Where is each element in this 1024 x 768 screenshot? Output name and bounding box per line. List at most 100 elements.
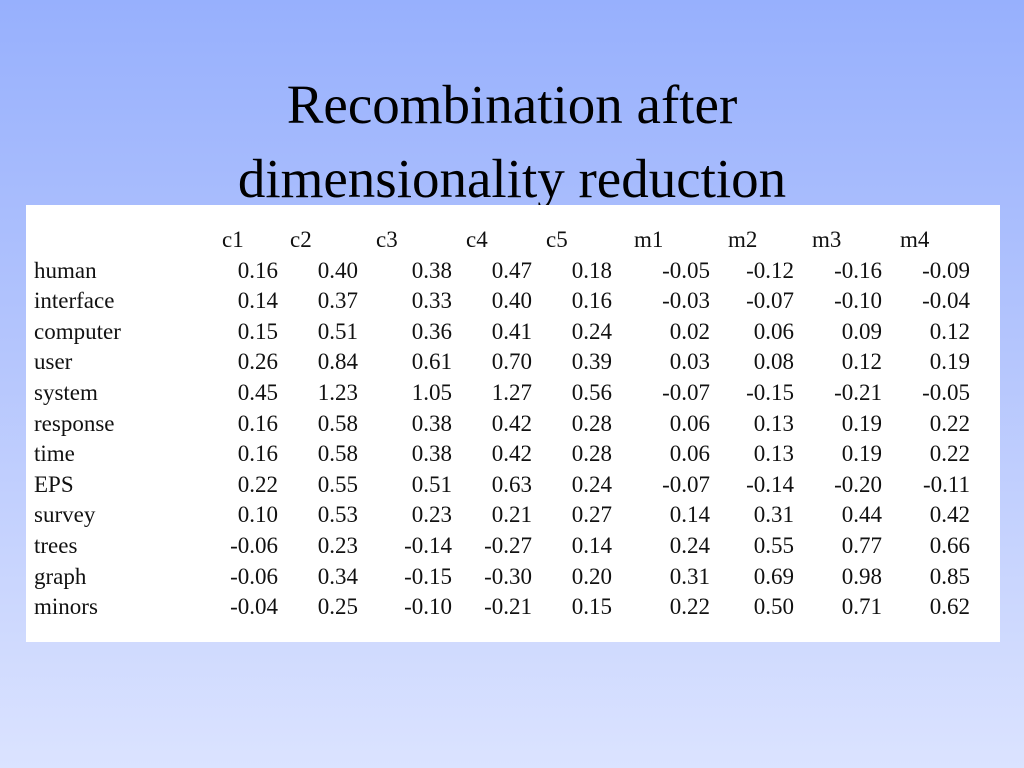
table-cell: 0.13 bbox=[753, 441, 794, 467]
table-cell: 0.23 bbox=[317, 532, 358, 558]
row-label: response bbox=[34, 410, 115, 436]
table-cell: 0.45 bbox=[237, 379, 278, 405]
table-cell: -0.30 bbox=[484, 563, 532, 589]
table-body: human 0.16 0.40 0.38 0.47 0.18 -0.05 -0.12 -0.16… bbox=[34, 256, 970, 623]
term-document-matrix-table: c1 c2 c3 c4 c5 m1 m2 m3 m4 human 0.16 0.40… bbox=[34, 225, 970, 623]
table-row: computer 0.15 0.51 0.36 0.41 0.24 0.02 0.06 0.09… bbox=[34, 317, 970, 348]
table-cell: 0.22 bbox=[929, 441, 970, 467]
column-header: m3 bbox=[812, 227, 842, 252]
table-cell: -0.05 bbox=[922, 379, 970, 405]
table-cell: 0.25 bbox=[317, 594, 358, 620]
table-cell: 0.21 bbox=[491, 502, 532, 528]
table-cell: -0.16 bbox=[834, 257, 882, 283]
row-label: graph bbox=[34, 563, 87, 589]
table-cell: 0.02 bbox=[669, 318, 710, 344]
table-header-row: c1 c2 c3 c4 c5 m1 m2 m3 m4 bbox=[34, 225, 970, 256]
table-cell: 0.08 bbox=[753, 349, 794, 375]
table-cell: 0.14 bbox=[669, 502, 710, 528]
table-cell: -0.21 bbox=[484, 594, 532, 620]
table-cell: 0.85 bbox=[929, 563, 970, 589]
table-cell: 0.14 bbox=[237, 288, 278, 314]
table-cell: -0.07 bbox=[746, 288, 794, 314]
table-cell: 0.84 bbox=[317, 349, 358, 375]
slide-title-line-1: Recombination after bbox=[286, 74, 738, 135]
table-cell: 0.51 bbox=[317, 318, 358, 344]
table-cell: 0.40 bbox=[491, 288, 532, 314]
table-cell: 0.63 bbox=[491, 471, 532, 497]
table-cell: 0.10 bbox=[237, 502, 278, 528]
table-cell: 0.56 bbox=[571, 379, 612, 405]
row-label: EPS bbox=[34, 471, 74, 497]
table-cell: 0.58 bbox=[317, 410, 358, 436]
table-cell: -0.15 bbox=[404, 563, 452, 589]
table-cell: 0.31 bbox=[753, 502, 794, 528]
table-cell: 0.39 bbox=[571, 349, 612, 375]
row-label: user bbox=[34, 349, 73, 375]
table-cell: -0.05 bbox=[662, 257, 710, 283]
table-cell: 0.12 bbox=[841, 349, 882, 375]
column-header-label bbox=[34, 225, 206, 256]
table-cell: 0.58 bbox=[317, 441, 358, 467]
table-cell: 0.24 bbox=[571, 471, 612, 497]
table-cell: -0.14 bbox=[404, 532, 452, 558]
table-cell: 0.19 bbox=[841, 441, 882, 467]
table-cell: 0.70 bbox=[491, 349, 532, 375]
table-cell: 0.20 bbox=[571, 563, 612, 589]
column-header: c5 bbox=[546, 227, 568, 252]
table-cell: 0.12 bbox=[929, 318, 970, 344]
column-header: c4 bbox=[466, 227, 488, 252]
table-cell: 0.36 bbox=[411, 318, 452, 344]
table-cell: 0.16 bbox=[237, 410, 278, 436]
column-header: m4 bbox=[900, 227, 930, 252]
table-cell: 0.19 bbox=[929, 349, 970, 375]
table-cell: 0.66 bbox=[929, 532, 970, 558]
column-header: c3 bbox=[376, 227, 398, 252]
table-cell: -0.06 bbox=[230, 532, 278, 558]
table-cell: 0.13 bbox=[753, 410, 794, 436]
table-cell: 0.37 bbox=[317, 288, 358, 314]
table-row: interface 0.14 0.37 0.33 0.40 0.16 -0.03 -0.07 -… bbox=[34, 286, 970, 317]
table-cell: 0.41 bbox=[491, 318, 532, 344]
table-cell: -0.07 bbox=[662, 379, 710, 405]
table-row: response 0.16 0.58 0.38 0.42 0.28 0.06 0.13 0.19… bbox=[34, 409, 970, 440]
table-cell: -0.10 bbox=[404, 594, 452, 620]
row-label: trees bbox=[34, 532, 78, 558]
table-cell: 0.77 bbox=[841, 532, 882, 558]
table-row: EPS 0.22 0.55 0.51 0.63 0.24 -0.07 -0.14 -0.20 -0… bbox=[34, 470, 970, 501]
table-cell: 0.18 bbox=[571, 257, 612, 283]
table-cell: 0.15 bbox=[237, 318, 278, 344]
column-header: c2 bbox=[290, 227, 312, 252]
table-cell: 0.51 bbox=[411, 471, 452, 497]
table-row: graph -0.06 0.34 -0.15 -0.30 0.20 0.31 0.69 0.98… bbox=[34, 562, 970, 593]
table-cell: 0.42 bbox=[491, 441, 532, 467]
table-cell: -0.03 bbox=[662, 288, 710, 314]
table-cell: 0.44 bbox=[841, 502, 882, 528]
table-cell: 0.31 bbox=[669, 563, 710, 589]
table-cell: 0.03 bbox=[669, 349, 710, 375]
table-cell: 0.62 bbox=[929, 594, 970, 620]
row-label: survey bbox=[34, 502, 96, 528]
row-label: interface bbox=[34, 288, 115, 314]
row-label: system bbox=[34, 379, 98, 405]
table-cell: 0.16 bbox=[237, 257, 278, 283]
column-header: c1 bbox=[222, 227, 244, 252]
table-cell: 0.16 bbox=[571, 288, 612, 314]
table-cell: 0.27 bbox=[571, 502, 612, 528]
table-cell: 0.42 bbox=[929, 502, 970, 528]
table-row: survey 0.10 0.53 0.23 0.21 0.27 0.14 0.31 0.44 0.… bbox=[34, 500, 970, 531]
table-cell: 0.47 bbox=[491, 257, 532, 283]
table-panel: c1 c2 c3 c4 c5 m1 m2 m3 m4 human 0.16 0.40… bbox=[26, 205, 1000, 642]
table-cell: 0.14 bbox=[571, 532, 612, 558]
table-cell: 1.27 bbox=[491, 379, 532, 405]
table-cell: 0.22 bbox=[929, 410, 970, 436]
table-cell: 1.23 bbox=[317, 379, 358, 405]
table-cell: 0.34 bbox=[317, 563, 358, 589]
table-row: time 0.16 0.58 0.38 0.42 0.28 0.06 0.13 0.19 0.22 bbox=[34, 439, 970, 470]
table-cell: 0.42 bbox=[491, 410, 532, 436]
table-cell: 0.69 bbox=[753, 563, 794, 589]
table-cell: 1.05 bbox=[411, 379, 452, 405]
table-cell: 0.19 bbox=[841, 410, 882, 436]
table-cell: -0.09 bbox=[922, 257, 970, 283]
table-cell: -0.10 bbox=[834, 288, 882, 314]
slide-title-line-2: dimensionality reduction bbox=[237, 148, 787, 209]
